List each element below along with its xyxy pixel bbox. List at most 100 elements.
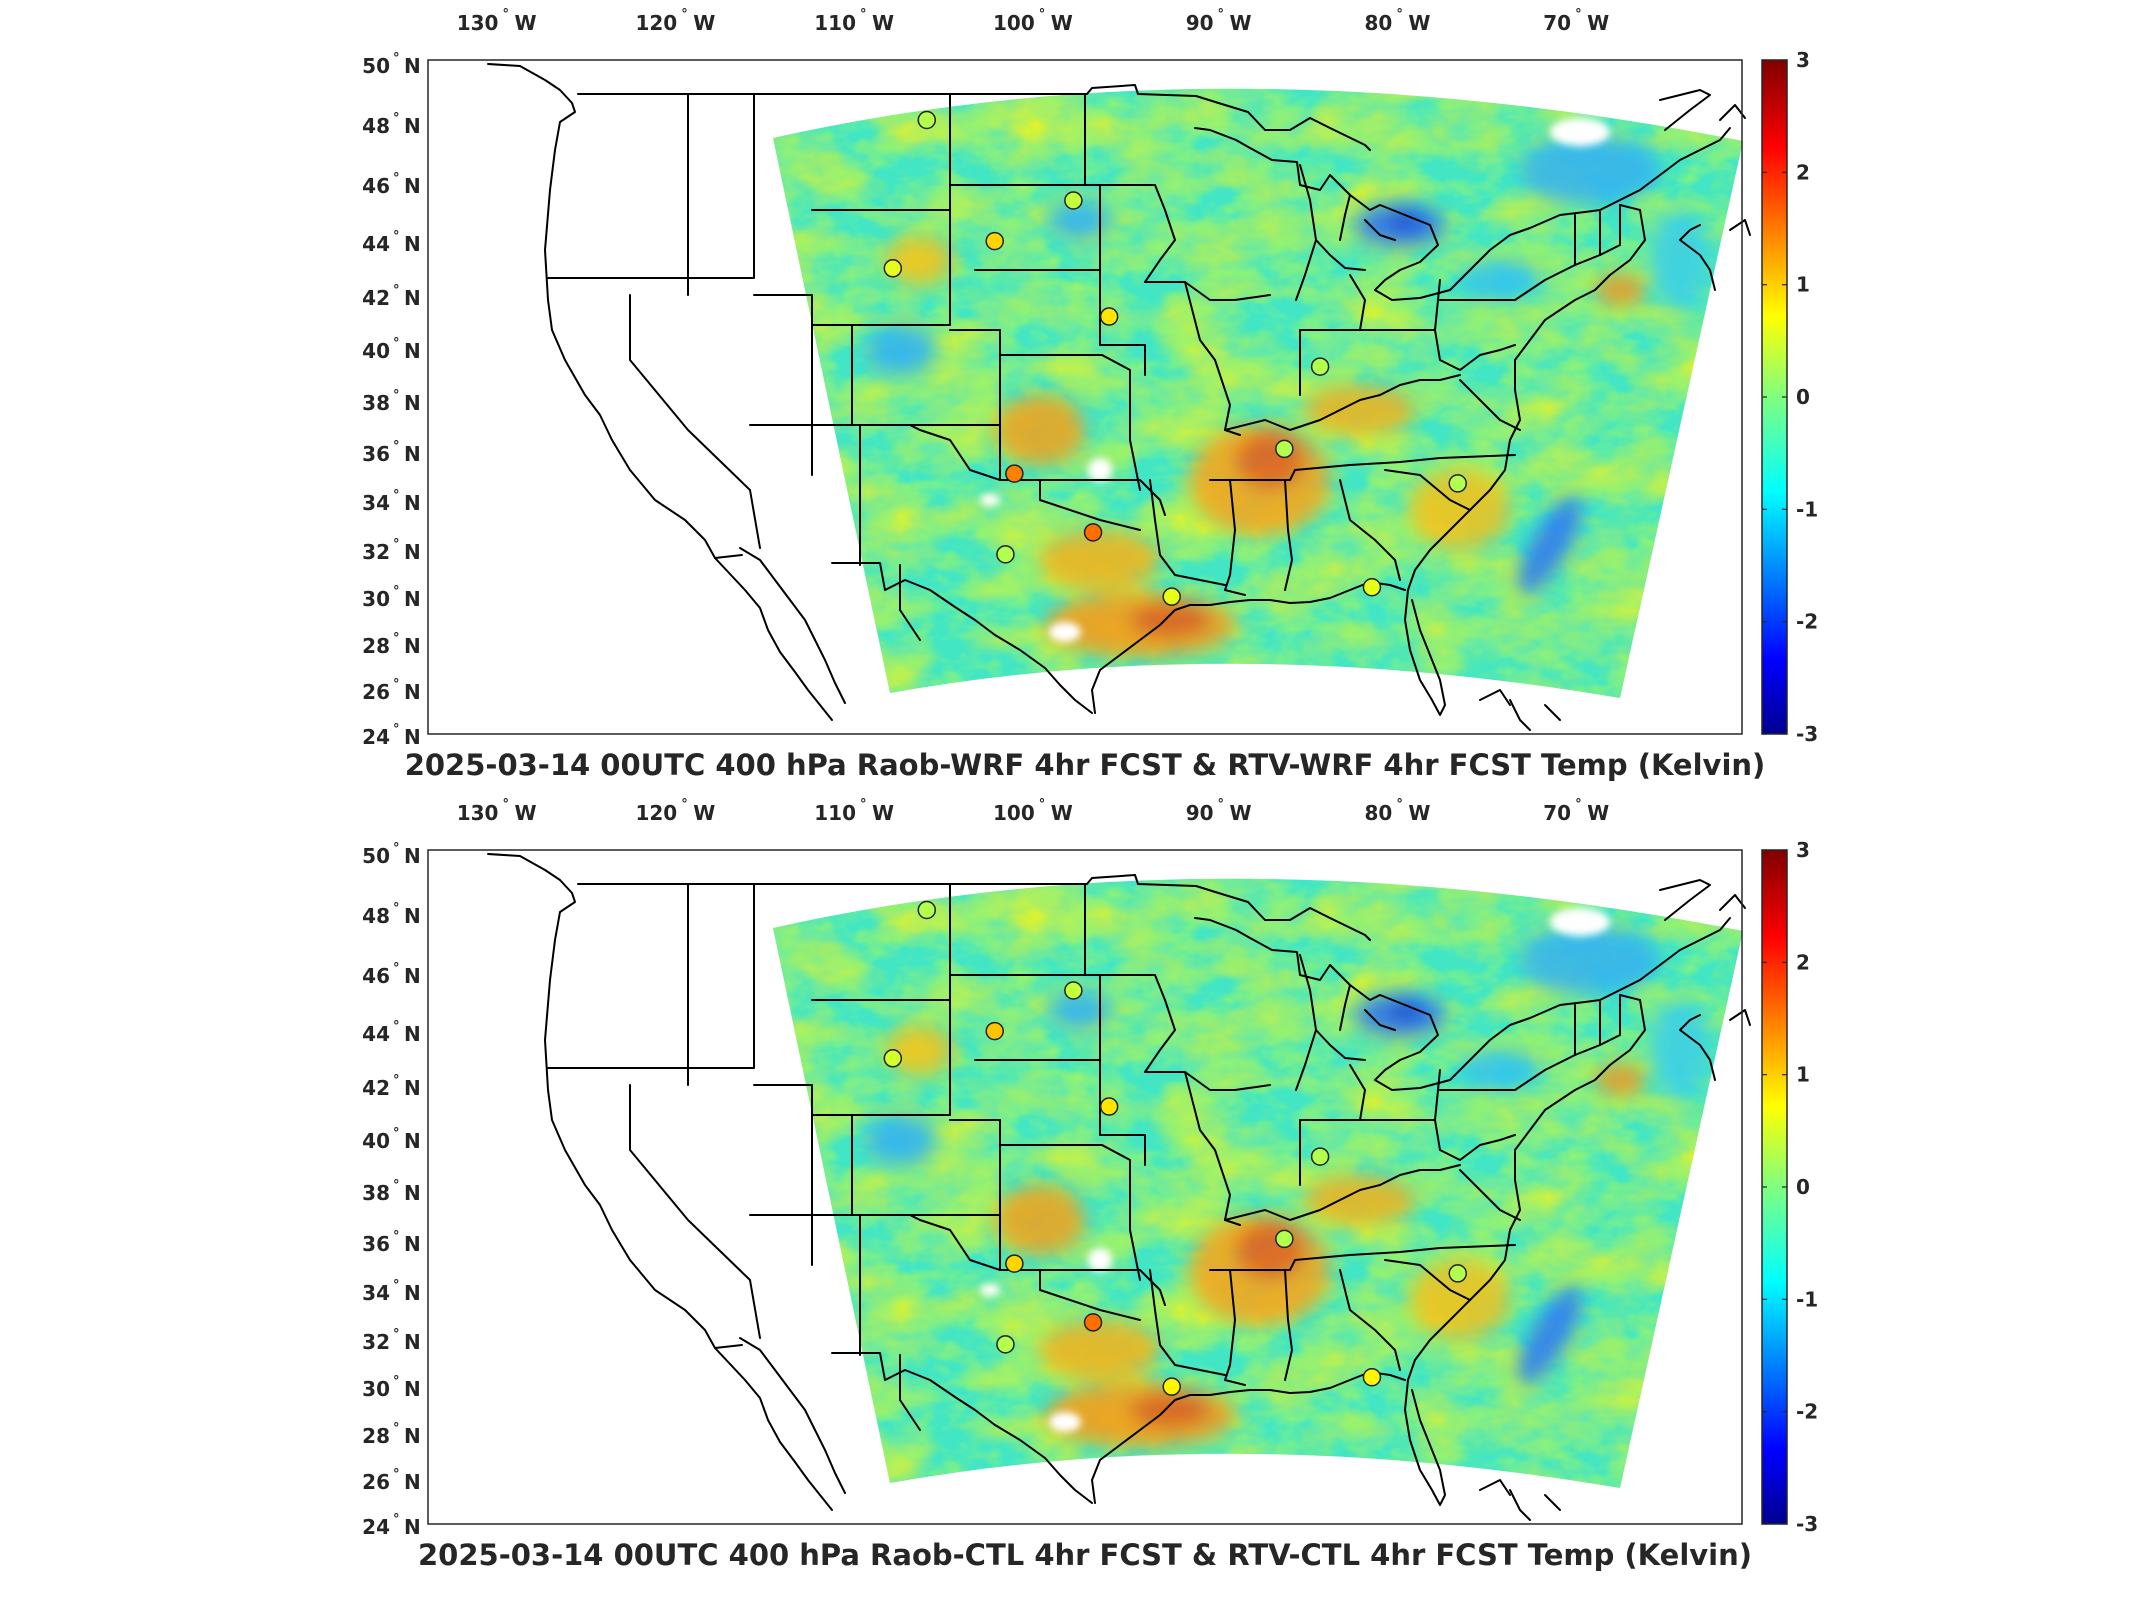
latitude-tick-label: 28 [362, 634, 390, 658]
latitude-tick-label: 36 [362, 1232, 390, 1256]
latitude-tick-label: 30 [362, 587, 390, 611]
colorbar-tick-label: -1 [1796, 497, 1818, 521]
latitude-tick-label: 50 [362, 54, 390, 78]
colorbar-tick-label: 3 [1796, 838, 1810, 862]
degree-symbol: ° [1218, 7, 1225, 22]
degree-symbol: ° [393, 841, 400, 856]
raob-station-marker [1005, 1254, 1024, 1273]
colorbar-tick-label: 0 [1796, 1175, 1810, 1199]
latitude-tick-label: 46 [362, 174, 390, 198]
hemisphere-label: N [404, 54, 421, 78]
colorbar-tick-label: 0 [1796, 385, 1810, 409]
hemisphere-label: N [404, 1470, 421, 1494]
raob-station-marker [1275, 1229, 1294, 1249]
hemisphere-label: N [404, 1129, 421, 1153]
colorbar-tick-label: 1 [1796, 273, 1810, 297]
degree-symbol: ° [393, 584, 400, 599]
latitude-tick-label: 40 [362, 1129, 390, 1153]
hemisphere-label: N [404, 232, 421, 256]
colorbar-tick-label: -3 [1796, 1512, 1818, 1536]
latitude-tick-label: 42 [362, 286, 390, 310]
map-frame [427, 59, 1743, 735]
hemisphere-label: N [404, 174, 421, 198]
degree-symbol: ° [393, 1073, 400, 1088]
hemisphere-label: N [404, 1330, 421, 1354]
hemisphere-label: W [1051, 801, 1073, 825]
latitude-tick-label: 30 [362, 1377, 390, 1401]
temperature-difference-field [760, 30, 1760, 710]
latitude-tick-label: 26 [362, 1470, 390, 1494]
hemisphere-label: W [872, 11, 894, 35]
hemisphere-label: N [404, 114, 421, 138]
latitude-tick-label: 34 [362, 491, 390, 515]
hemisphere-label: W [693, 11, 715, 35]
raob-station-marker [1099, 307, 1119, 326]
degree-symbol: ° [393, 229, 400, 244]
latitude-tick-label: 28 [362, 1424, 390, 1448]
hemisphere-label: N [404, 1424, 421, 1448]
hemisphere-label: W [693, 801, 715, 825]
hemisphere-label: N [404, 1281, 421, 1305]
hemisphere-label: W [514, 801, 536, 825]
raob-station-marker [1310, 357, 1330, 376]
temperature-difference-field [760, 820, 1760, 1500]
hemisphere-label: W [872, 801, 894, 825]
raob-station-marker [1362, 578, 1382, 597]
latitude-tick-label: 50 [362, 844, 390, 868]
raob-station-marker [1275, 439, 1294, 459]
degree-symbol: ° [393, 488, 400, 503]
hemisphere-label: W [1587, 11, 1609, 35]
raob-station-marker [1448, 474, 1467, 493]
degree-symbol: ° [1396, 7, 1403, 22]
degree-symbol: ° [502, 797, 509, 812]
raob-station-marker [1083, 1313, 1103, 1332]
colorbar-tick-label: -2 [1796, 1400, 1818, 1424]
degree-symbol: ° [393, 1512, 400, 1527]
degree-symbol: ° [1218, 797, 1225, 812]
degree-symbol: ° [393, 1421, 400, 1436]
degree-symbol: ° [393, 1374, 400, 1389]
colorbar-tick-label: 1 [1796, 1063, 1810, 1087]
hemisphere-label: W [514, 11, 536, 35]
hemisphere-label: N [404, 286, 421, 310]
latitude-tick-label: 46 [362, 964, 390, 988]
longitude-tick-label: 90 [1186, 11, 1214, 35]
hemisphere-label: N [404, 844, 421, 868]
hemisphere-label: N [404, 1515, 421, 1539]
hemisphere-label: N [404, 904, 421, 928]
degree-symbol: ° [393, 283, 400, 298]
raob-station-marker [1162, 1377, 1181, 1396]
latitude-tick-label: 32 [362, 1330, 390, 1354]
longitude-tick-label: 80 [1364, 11, 1392, 35]
longitude-tick-label: 100 [993, 801, 1035, 825]
latitude-tick-label: 42 [362, 1076, 390, 1100]
colorbar-tick-label: -3 [1796, 722, 1818, 746]
longitude-tick-label: 120 [635, 11, 677, 35]
hemisphere-label: N [404, 491, 421, 515]
hemisphere-label: W [1587, 801, 1609, 825]
hemisphere-label: N [404, 1022, 421, 1046]
hemisphere-label: N [404, 391, 421, 415]
degree-symbol: ° [393, 722, 400, 737]
degree-symbol: ° [393, 1327, 400, 1342]
colorbar-tick-label: -2 [1796, 610, 1818, 634]
hemisphere-label: N [404, 1076, 421, 1100]
panel-title: 2025-03-14 00UTC 400 hPa Raob-CTL 4hr FC… [418, 1538, 1752, 1572]
longitude-tick-label: 70 [1543, 11, 1571, 35]
hemisphere-label: W [1230, 11, 1252, 35]
raob-station-marker [883, 259, 903, 278]
raob-station-marker [1448, 1264, 1467, 1283]
degree-symbol: ° [1575, 797, 1582, 812]
latitude-tick-label: 24 [362, 725, 390, 749]
longitude-tick-label: 130 [457, 11, 499, 35]
raob-station-marker [985, 1021, 1004, 1041]
hemisphere-label: N [404, 1181, 421, 1205]
latitude-tick-label: 36 [362, 442, 390, 466]
degree-symbol: ° [393, 1178, 400, 1193]
hemisphere-label: W [1230, 801, 1252, 825]
degree-symbol: ° [502, 7, 509, 22]
colorbar-tick-label: 2 [1796, 950, 1810, 974]
hemisphere-label: N [404, 680, 421, 704]
degree-symbol: ° [393, 1467, 400, 1482]
